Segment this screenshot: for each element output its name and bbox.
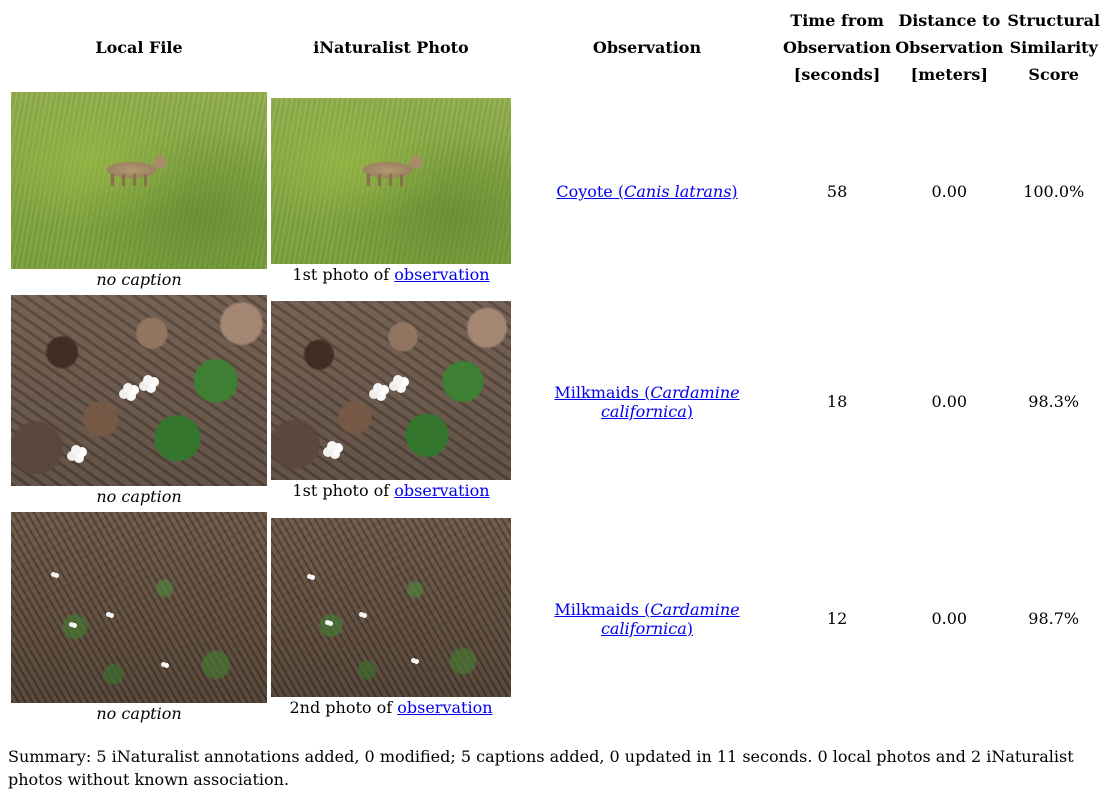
- flower-cluster: [325, 620, 330, 625]
- header-time-line3: [seconds]: [793, 65, 881, 84]
- flower-cluster: [373, 383, 383, 393]
- taxon-common-name: Milkmaids (: [554, 382, 651, 402]
- header-inat-photo-label: iNaturalist Photo: [313, 38, 469, 57]
- header-time: Time from Observation [seconds]: [782, 6, 892, 89]
- local-photo-milkmaids-forest[interactable]: [11, 512, 267, 703]
- local-photo-coyote[interactable]: [11, 92, 267, 269]
- flower-cluster: [143, 375, 153, 385]
- flower-cluster: [359, 612, 364, 617]
- time-cell: 18: [826, 392, 848, 411]
- header-similarity-line1: Structural: [1007, 11, 1101, 30]
- inat-caption-text: 1st photo of: [292, 264, 395, 284]
- taxon-link[interactable]: Milkmaids (Cardamine californica): [554, 383, 739, 421]
- taxon-name-suffix: ): [686, 401, 694, 421]
- flower-cluster: [51, 572, 56, 577]
- header-distance-line3: [meters]: [910, 65, 988, 84]
- flower-cluster: [327, 441, 337, 451]
- distance-cell: 0.00: [931, 609, 968, 628]
- taxon-scientific-name: Canis latrans: [624, 182, 732, 201]
- inat-caption: 1st photo of observation: [271, 480, 511, 502]
- header-similarity-line2: Similarity: [1009, 38, 1098, 57]
- inat-photo-cell: 1st photo of observation: [270, 91, 512, 292]
- header-local-file: Local File: [10, 6, 268, 89]
- local-caption: no caption: [96, 487, 182, 506]
- time-cell: 12: [826, 609, 848, 628]
- similarity-cell: 98.7%: [1028, 609, 1080, 628]
- coyote-legs: [111, 174, 151, 186]
- observation-link[interactable]: observation: [394, 264, 490, 284]
- flower-cluster: [123, 383, 133, 393]
- header-local-file-label: Local File: [95, 38, 183, 57]
- flower-cluster: [393, 375, 403, 385]
- taxon-link[interactable]: Coyote (Canis latrans): [556, 182, 737, 201]
- similarity-cell: 98.3%: [1028, 392, 1080, 411]
- local-file-cell: no caption: [10, 91, 268, 292]
- observation-link[interactable]: observation: [397, 698, 493, 717]
- header-similarity: Structural Similarity Score: [1006, 6, 1101, 89]
- summary-text: Summary: 5 iNaturalist annotations added…: [8, 747, 1074, 789]
- flower-cluster: [161, 662, 166, 667]
- inat-photo-milkmaids-forest[interactable]: [271, 518, 511, 697]
- local-file-cell: no caption: [10, 511, 268, 726]
- taxon-name-suffix: ): [731, 182, 738, 201]
- inat-photo-cell: 2nd photo of observation: [270, 511, 512, 726]
- distance-cell: 0.00: [931, 392, 968, 411]
- local-file-cell: no caption: [10, 294, 268, 509]
- header-observation: Observation: [514, 6, 780, 89]
- inat-caption-text: 2nd photo of: [289, 698, 398, 717]
- flower-cluster: [411, 658, 416, 663]
- distance-cell: 0.00: [931, 182, 968, 201]
- flower-cluster: [71, 445, 81, 455]
- flower-cluster: [307, 574, 312, 579]
- observation-cell: Milkmaids (Cardamine californica): [514, 511, 780, 726]
- taxon-common-name: Coyote (: [556, 182, 625, 201]
- header-time-line1: Time from: [790, 11, 884, 30]
- flower-cluster: [106, 612, 111, 617]
- header-similarity-line3: Score: [1028, 65, 1079, 84]
- inat-caption: 1st photo of observation: [271, 264, 511, 286]
- header-distance-line2: Observation: [895, 38, 1004, 57]
- table-row: no caption 2nd photo of observation Milk…: [10, 511, 1101, 726]
- inat-photo-cell: 1st photo of observation: [270, 294, 512, 509]
- header-distance-line1: Distance to: [898, 11, 1001, 30]
- header-time-line2: Observation: [783, 38, 892, 57]
- local-photo-milkmaids[interactable]: [11, 295, 267, 486]
- observation-cell: Milkmaids (Cardamine californica): [514, 294, 780, 509]
- results-table: Local File iNaturalist Photo Observation…: [8, 4, 1103, 728]
- header-row: Local File iNaturalist Photo Observation…: [10, 6, 1101, 89]
- taxon-common-name: Milkmaids (: [554, 599, 651, 619]
- similarity-cell: 100.0%: [1023, 182, 1085, 201]
- observation-link[interactable]: observation: [394, 481, 490, 500]
- header-inat-photo: iNaturalist Photo: [270, 6, 512, 89]
- flower-cluster: [69, 622, 74, 627]
- time-cell: 58: [826, 182, 848, 201]
- header-observation-label: Observation: [592, 38, 702, 57]
- taxon-name-suffix: ): [686, 618, 694, 638]
- table-row: no caption 1st photo of observation Coyo…: [10, 91, 1101, 292]
- taxon-link[interactable]: Milkmaids (Cardamine californica): [554, 600, 739, 638]
- inat-photo-coyote[interactable]: [271, 97, 511, 264]
- inat-photo-milkmaids[interactable]: [271, 301, 511, 480]
- coyote-legs: [367, 173, 407, 186]
- taxon-scientific-name: Cardamine californica: [600, 599, 740, 638]
- table-row: no caption 1st photo of observation Milk…: [10, 294, 1101, 509]
- inat-caption: 2nd photo of observation: [271, 697, 511, 719]
- taxon-scientific-name: Cardamine californica: [600, 382, 740, 421]
- local-caption: no caption: [96, 270, 182, 289]
- local-caption: no caption: [96, 704, 182, 723]
- inat-caption-text: 1st photo of: [292, 481, 395, 500]
- header-distance: Distance to Observation [meters]: [894, 6, 1004, 89]
- observation-cell: Coyote (Canis latrans): [514, 91, 780, 292]
